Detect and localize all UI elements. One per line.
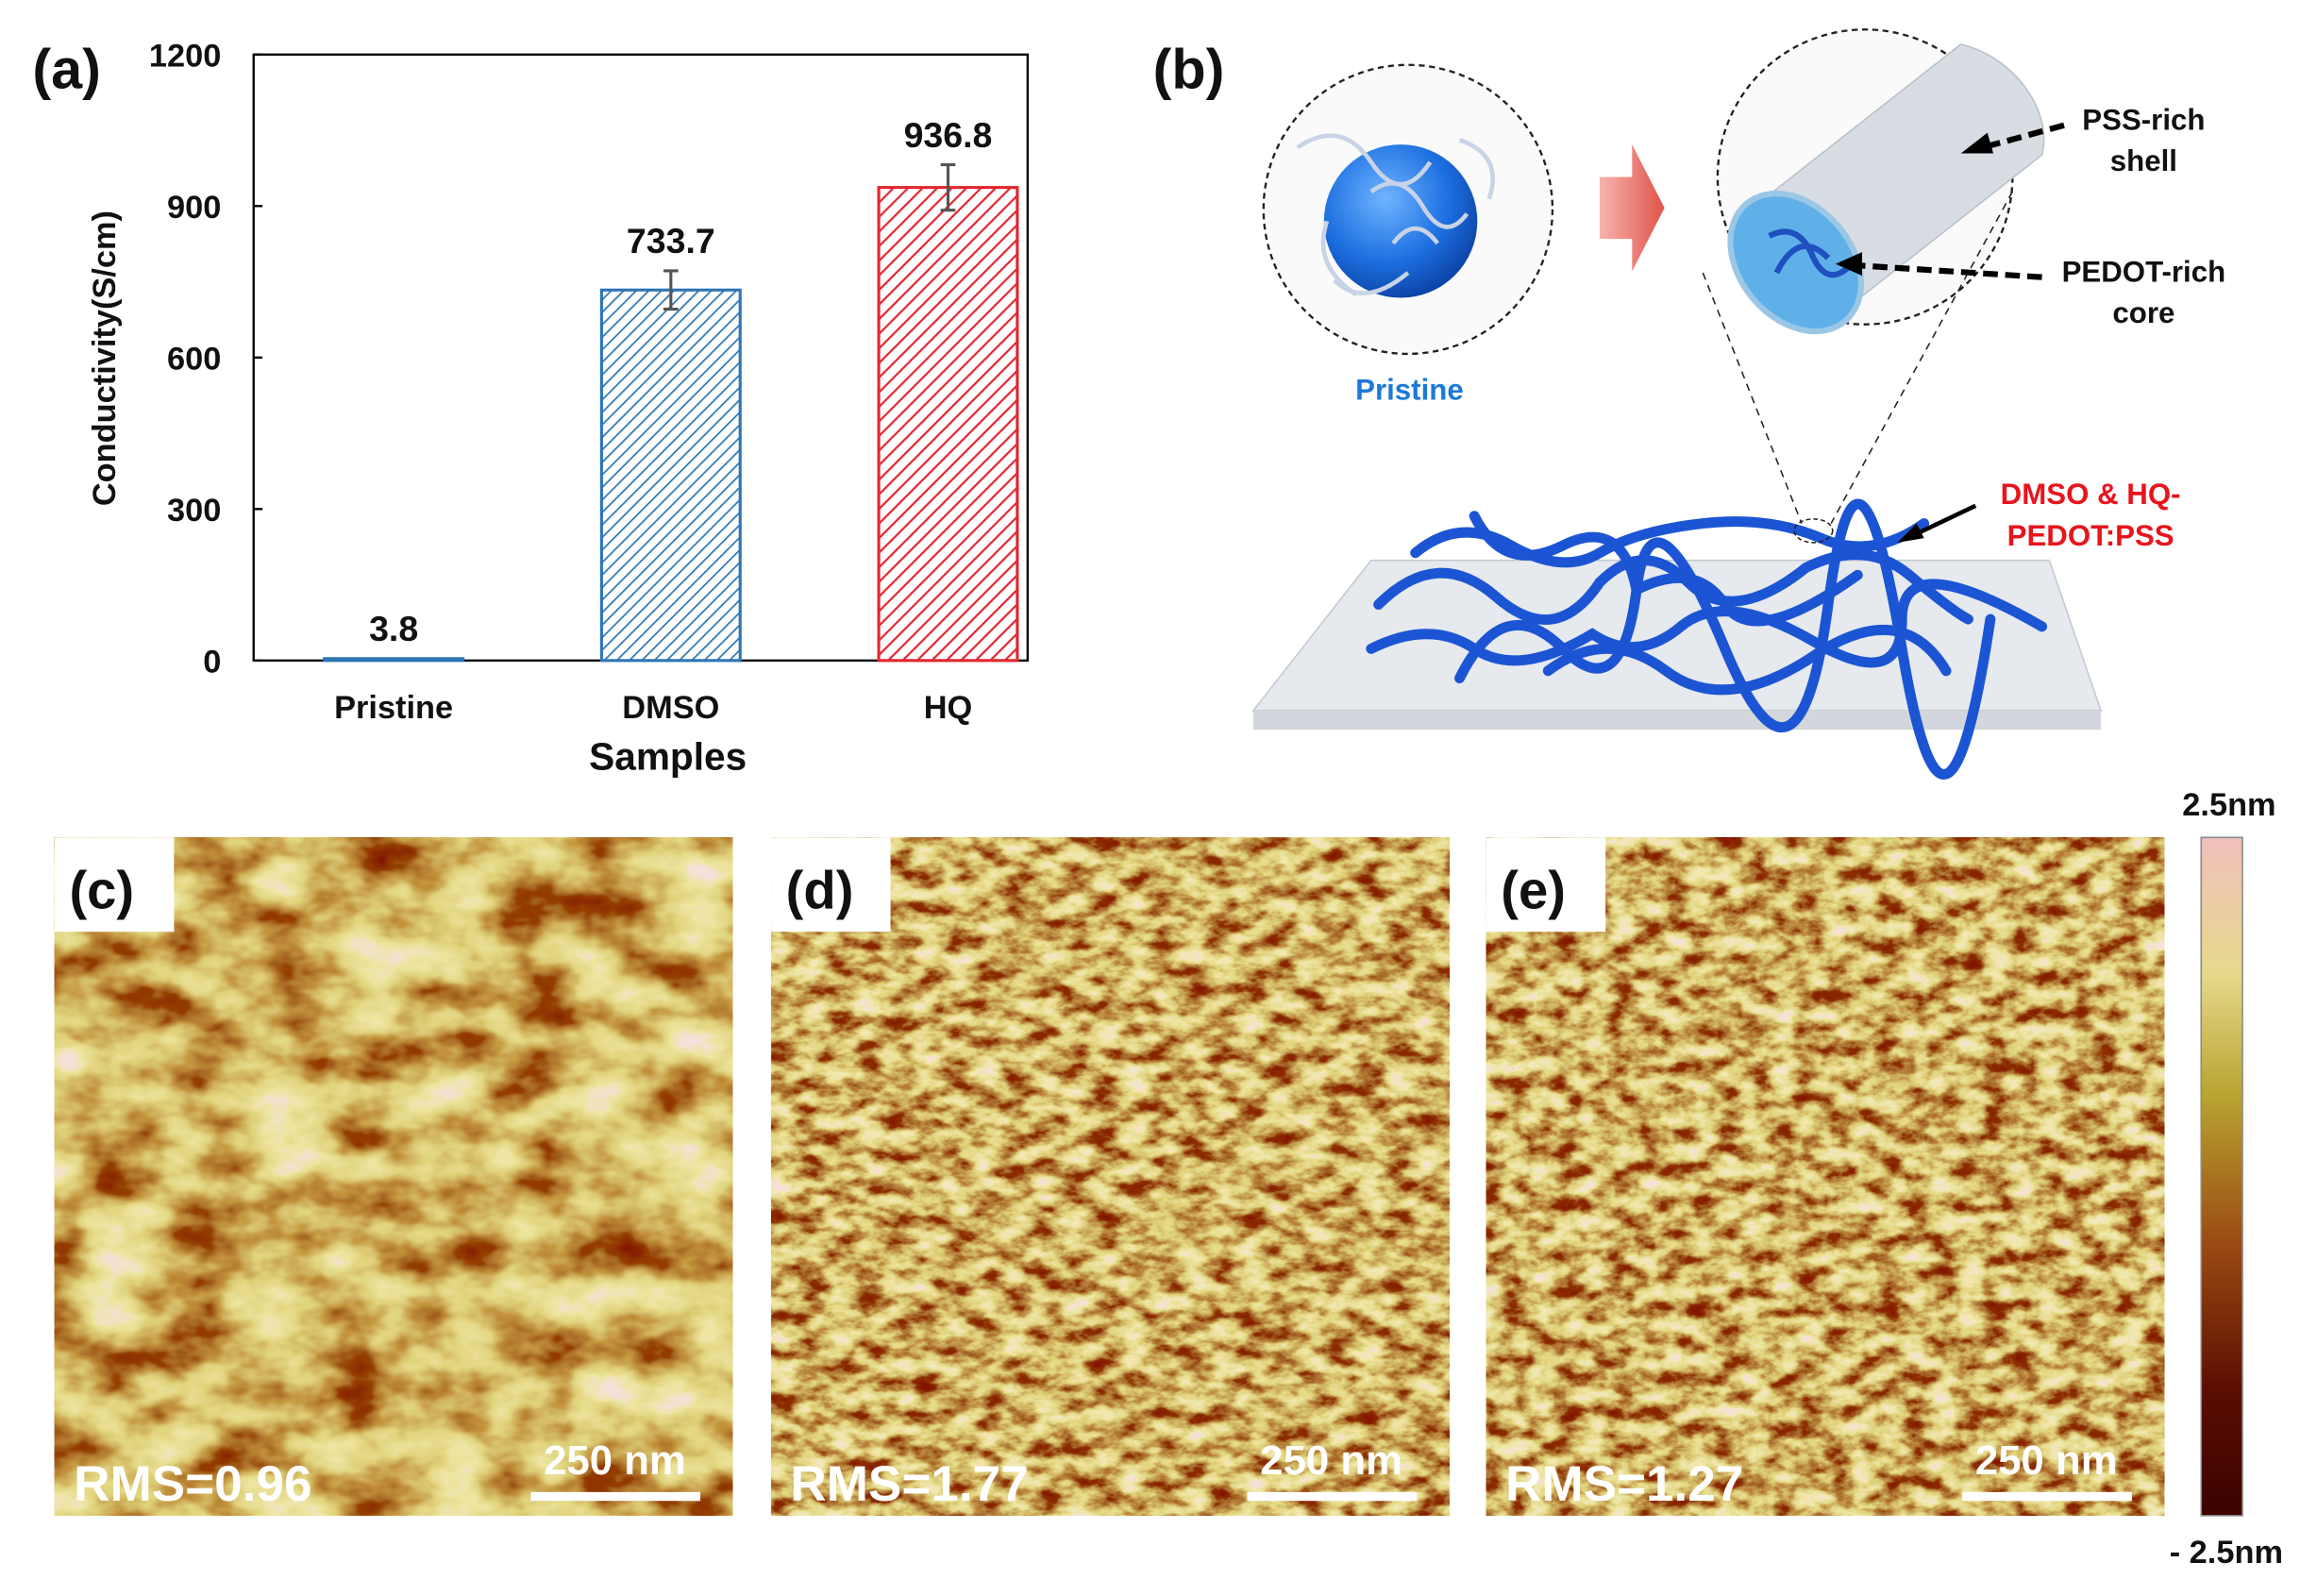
panel-label: (e) <box>1501 860 1566 919</box>
pristine-label: Pristine <box>1355 373 1464 406</box>
pointer-head <box>1835 252 1863 277</box>
pointer-head <box>1897 523 1924 543</box>
bar-chart: 0 300 600 900 1200 3.8 Pristine 733.7 DMSO 936.8 H… <box>149 38 1019 726</box>
x-tick-label: Pristine <box>334 690 453 726</box>
value-label: 733.7 <box>627 221 715 260</box>
zoom-line <box>1702 272 1803 524</box>
pointer <box>1982 122 2065 151</box>
zoom-spot <box>1793 518 1834 544</box>
y-tick-label: 0 <box>203 644 221 680</box>
bar <box>877 186 1019 663</box>
scale-label: 250 nm <box>544 1437 686 1484</box>
pointer <box>1857 262 2042 280</box>
y-axis-label: Conductivity(S/cm) <box>87 210 123 506</box>
schematic: (b) Pristine PSS-rich shell PEDOT-rich c… <box>1153 28 2226 780</box>
scale-label: 250 nm <box>1975 1437 2118 1484</box>
panel-label: (b) <box>1153 38 1225 101</box>
fiber-network <box>1366 498 2048 780</box>
core-label: PEDOT-rich <box>2062 255 2226 288</box>
panel-label: (c) <box>69 860 134 919</box>
film-label: PEDOT:PSS <box>2007 519 2174 552</box>
chain <box>1768 228 1853 278</box>
rms-label: RMS=1.27 <box>1505 1456 1743 1512</box>
y-tick-label: 900 <box>167 190 221 226</box>
value-label: 936.8 <box>904 115 993 155</box>
bar <box>599 288 742 663</box>
pristine-particle <box>1323 144 1478 298</box>
colorbar-min: - 2.5nm <box>2170 1535 2283 1571</box>
pointer <box>1915 503 1977 536</box>
afm-image <box>1486 837 2165 1516</box>
value-label: 3.8 <box>369 609 418 648</box>
arrow <box>1599 144 1665 272</box>
panel-label: (a) <box>32 38 101 101</box>
core <box>1727 190 1865 335</box>
zoom-line <box>1830 191 2014 524</box>
afm-image <box>771 837 1450 1516</box>
core-label: core <box>2112 296 2174 329</box>
bar <box>323 657 465 663</box>
x-tick-label: DMSO <box>622 690 719 726</box>
rms-label: RMS=1.77 <box>790 1456 1028 1512</box>
shell-label: PSS-rich <box>2082 103 2205 136</box>
panel-label: (d) <box>786 860 854 919</box>
y-tick-label: 300 <box>167 493 221 529</box>
afm-image <box>54 837 733 1516</box>
shell-label: shell <box>2110 144 2177 177</box>
scale-label: 250 nm <box>1260 1437 1402 1484</box>
colorbar-max: 2.5nm <box>2182 787 2275 823</box>
y-tick-label: 600 <box>167 341 221 377</box>
label-notch <box>54 837 175 932</box>
film-label: DMSO & HQ- <box>2001 478 2181 511</box>
label-notch <box>1486 837 1606 932</box>
x-axis-label: Samples <box>589 734 747 778</box>
chain <box>1296 133 1495 297</box>
pointer-head <box>1960 132 1994 154</box>
colorbar <box>2200 836 2243 1517</box>
label-notch <box>771 837 891 932</box>
x-tick-label: HQ <box>924 690 973 726</box>
afm-images: (c) RMS=0.96 250 nm (d) RMS=1.77 250 nm (e) RMS… <box>54 837 2165 1516</box>
rms-label: RMS=0.96 <box>74 1456 311 1512</box>
substrate-edge <box>1252 710 2102 731</box>
y-tick-label: 1200 <box>149 38 221 74</box>
